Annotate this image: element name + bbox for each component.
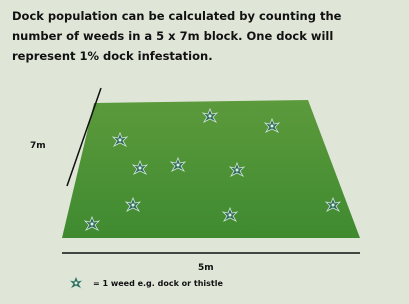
legend-text: = 1 weed e.g. dock or thistle	[93, 279, 223, 288]
header-line: represent 1% dock infestation.	[12, 49, 213, 63]
header-line: number of weeds in a 5 x 7m block. One d…	[12, 29, 333, 43]
side-label: 7m	[30, 141, 46, 151]
header-line: Dock population can be calculated by cou…	[12, 9, 342, 23]
grass-block	[62, 100, 360, 238]
infographic: Dock population can be calculated by cou…	[0, 0, 409, 304]
page: Dock population can be calculated by cou…	[0, 0, 409, 304]
bottom-label: 5m	[198, 263, 214, 273]
